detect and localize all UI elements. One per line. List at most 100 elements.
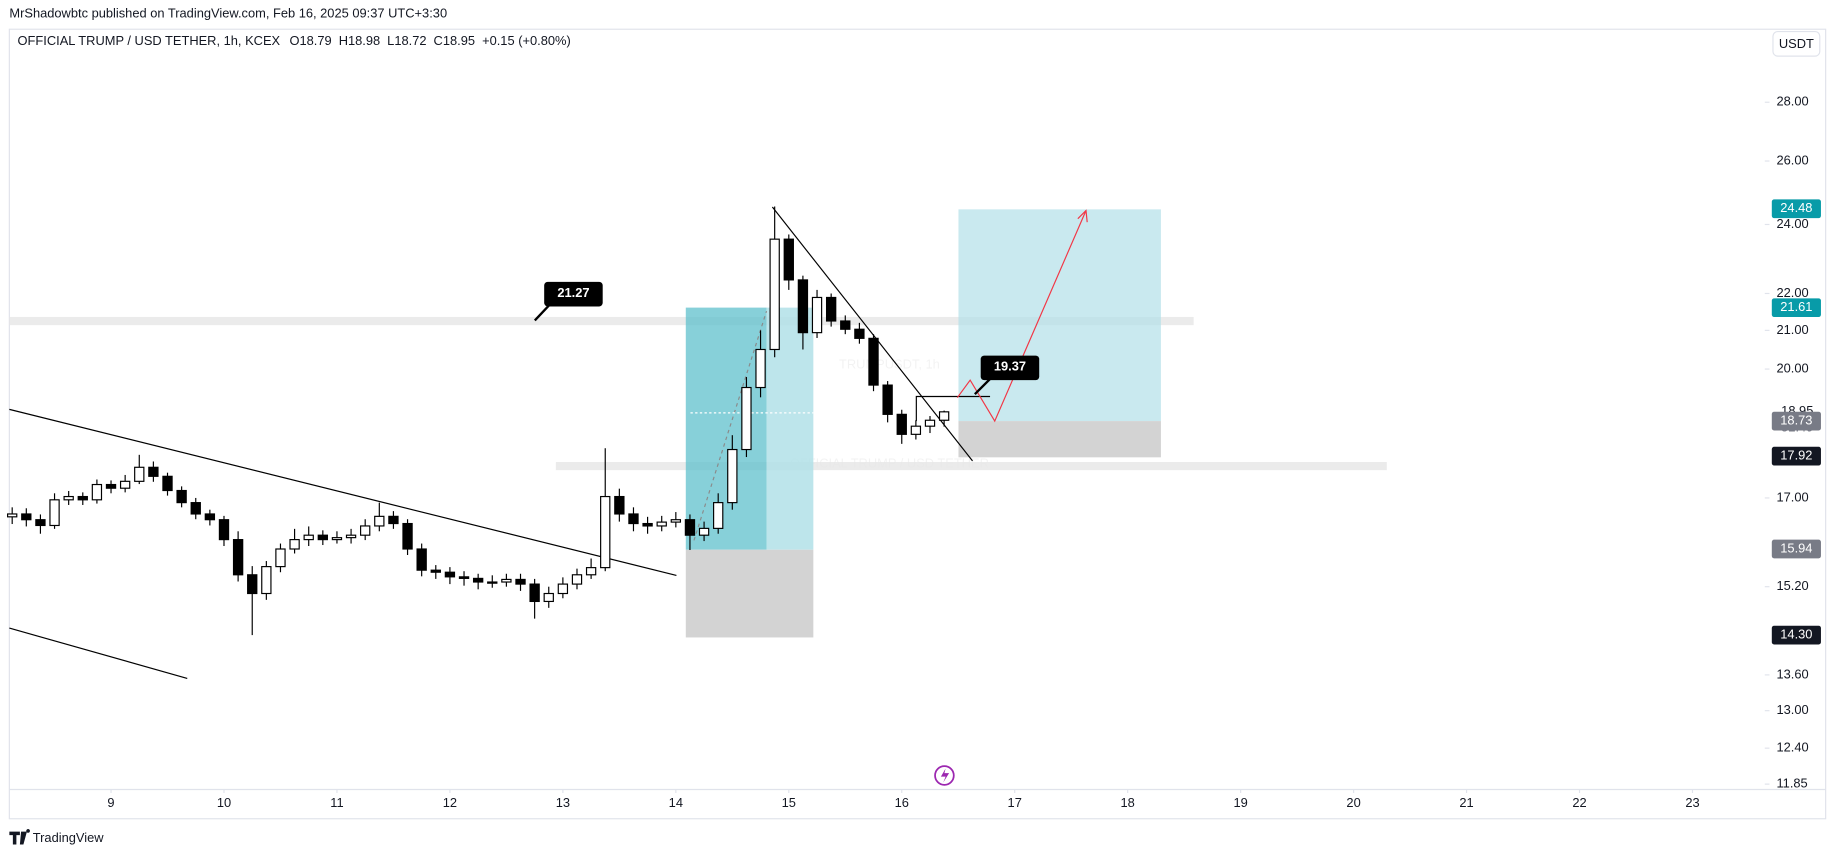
candle-body (924, 419, 936, 427)
candle-body (882, 384, 893, 415)
symbol: OFFICIAL TRUMP / USD TETHER, 1h, KCEX (18, 33, 281, 48)
y-tick-label: 13.00 (1776, 702, 1808, 717)
candle-body (656, 521, 667, 527)
y-tick-label: 11.85 (1776, 776, 1807, 791)
watermark-symbol: TRUMPUSDT, 1h (839, 356, 940, 371)
ohlc-value: O18.79 (289, 33, 331, 48)
candle-body (7, 513, 18, 518)
ohlc-value: +0.15 (+0.80%) (482, 33, 571, 48)
x-tick-label: 13 (556, 795, 570, 810)
candle-body (416, 548, 427, 571)
candle-body (331, 537, 343, 541)
x-tick-label: 22 (1572, 795, 1586, 810)
callout-label: 19.37 (994, 359, 1026, 374)
candle-body (162, 475, 173, 492)
candle-body (614, 495, 625, 515)
currency-button[interactable] (1772, 30, 1821, 57)
candle-body (910, 425, 922, 435)
candle-body (63, 495, 74, 501)
candle-body (755, 348, 766, 389)
callout (980, 355, 1040, 381)
arrow-head (1077, 209, 1088, 223)
price-label: 14.30 (1780, 626, 1812, 641)
price-label-box (1771, 446, 1821, 466)
y-tick-label: 15.20 (1776, 578, 1808, 593)
x-tick-label: 15 (782, 795, 796, 810)
candle-body (275, 548, 286, 568)
candle-body (458, 576, 470, 579)
candle-body (628, 513, 639, 525)
candle-body (741, 386, 752, 451)
price-label-box (1771, 625, 1821, 645)
price-label: 24.48 (1780, 200, 1812, 215)
candle-body (35, 519, 46, 527)
x-tick-label: 14 (669, 795, 683, 810)
candle-body (769, 238, 780, 351)
candle-body (600, 495, 611, 569)
candle-body (317, 534, 329, 541)
candle-body (783, 238, 794, 281)
pane-border (8, 28, 1827, 820)
price-label: 21.61 (1780, 299, 1812, 314)
candle-body (204, 513, 216, 521)
x-tick-label: 19 (1233, 795, 1247, 810)
candle-body (698, 527, 710, 536)
candle-body (727, 448, 738, 504)
ohlc-value: L18.72 (387, 33, 426, 48)
candle-body (642, 522, 653, 527)
y-tick-label: 22.00 (1776, 285, 1808, 300)
price-label-box (1771, 199, 1821, 219)
y-tick-label: 21.00 (1776, 322, 1808, 337)
candle-body (811, 296, 823, 334)
x-tick-label: 17 (1008, 795, 1022, 810)
candle-body (119, 480, 131, 489)
target-zone (685, 307, 767, 550)
candle-body (670, 519, 682, 523)
candle-body (487, 581, 498, 584)
x-tick-label: 18 (1121, 795, 1135, 810)
candle-body (543, 592, 554, 603)
candle-body (374, 515, 385, 527)
trend-line (9, 408, 677, 577)
candle-body (684, 519, 696, 536)
candle-body (402, 522, 413, 550)
ohlc-value: H18.98 (339, 33, 380, 48)
candle-body (77, 495, 88, 501)
zone-band (9, 316, 1194, 326)
trend-line (9, 627, 188, 679)
event-icon-bolt (940, 768, 950, 783)
y-tick-label: 20.00 (1776, 360, 1808, 375)
price-label: 18.73 (1780, 412, 1812, 427)
candle-body (21, 513, 32, 521)
x-tick-label: 12 (443, 795, 457, 810)
y-tick-label: 17.00 (1776, 489, 1808, 504)
candle-body (854, 328, 865, 339)
x-tick-label: 21 (1459, 795, 1473, 810)
candle-body (91, 483, 103, 501)
projection-arrow (956, 210, 1087, 423)
candle-body (49, 499, 60, 527)
target-zone (958, 209, 1161, 422)
ohlc-value: C18.95 (434, 33, 475, 48)
currency[interactable]: USDT (1779, 36, 1814, 51)
candle-body (938, 411, 950, 421)
y-tick-label: 26.00 (1776, 152, 1808, 167)
candle-body (713, 502, 724, 529)
candle-body (797, 279, 809, 334)
publisher: MrShadowbtc published on TradingView.com… (9, 5, 447, 20)
symbol-legend: OFFICIAL TRUMP / USD TETHER, 1h, KCEX O18… (18, 33, 571, 48)
candle-body (501, 578, 512, 583)
x-tick-label: 23 (1685, 795, 1699, 810)
price-label-box (1771, 539, 1821, 559)
candle-body (472, 577, 484, 583)
candle-body (529, 583, 540, 603)
x-tick-label: 9 (107, 795, 114, 810)
price-label-box (1771, 411, 1821, 431)
candle-body (360, 525, 371, 536)
price-label: 17.92 (1780, 448, 1812, 463)
candles (7, 206, 950, 636)
zone-band (555, 462, 1387, 471)
candle-body (825, 296, 837, 322)
